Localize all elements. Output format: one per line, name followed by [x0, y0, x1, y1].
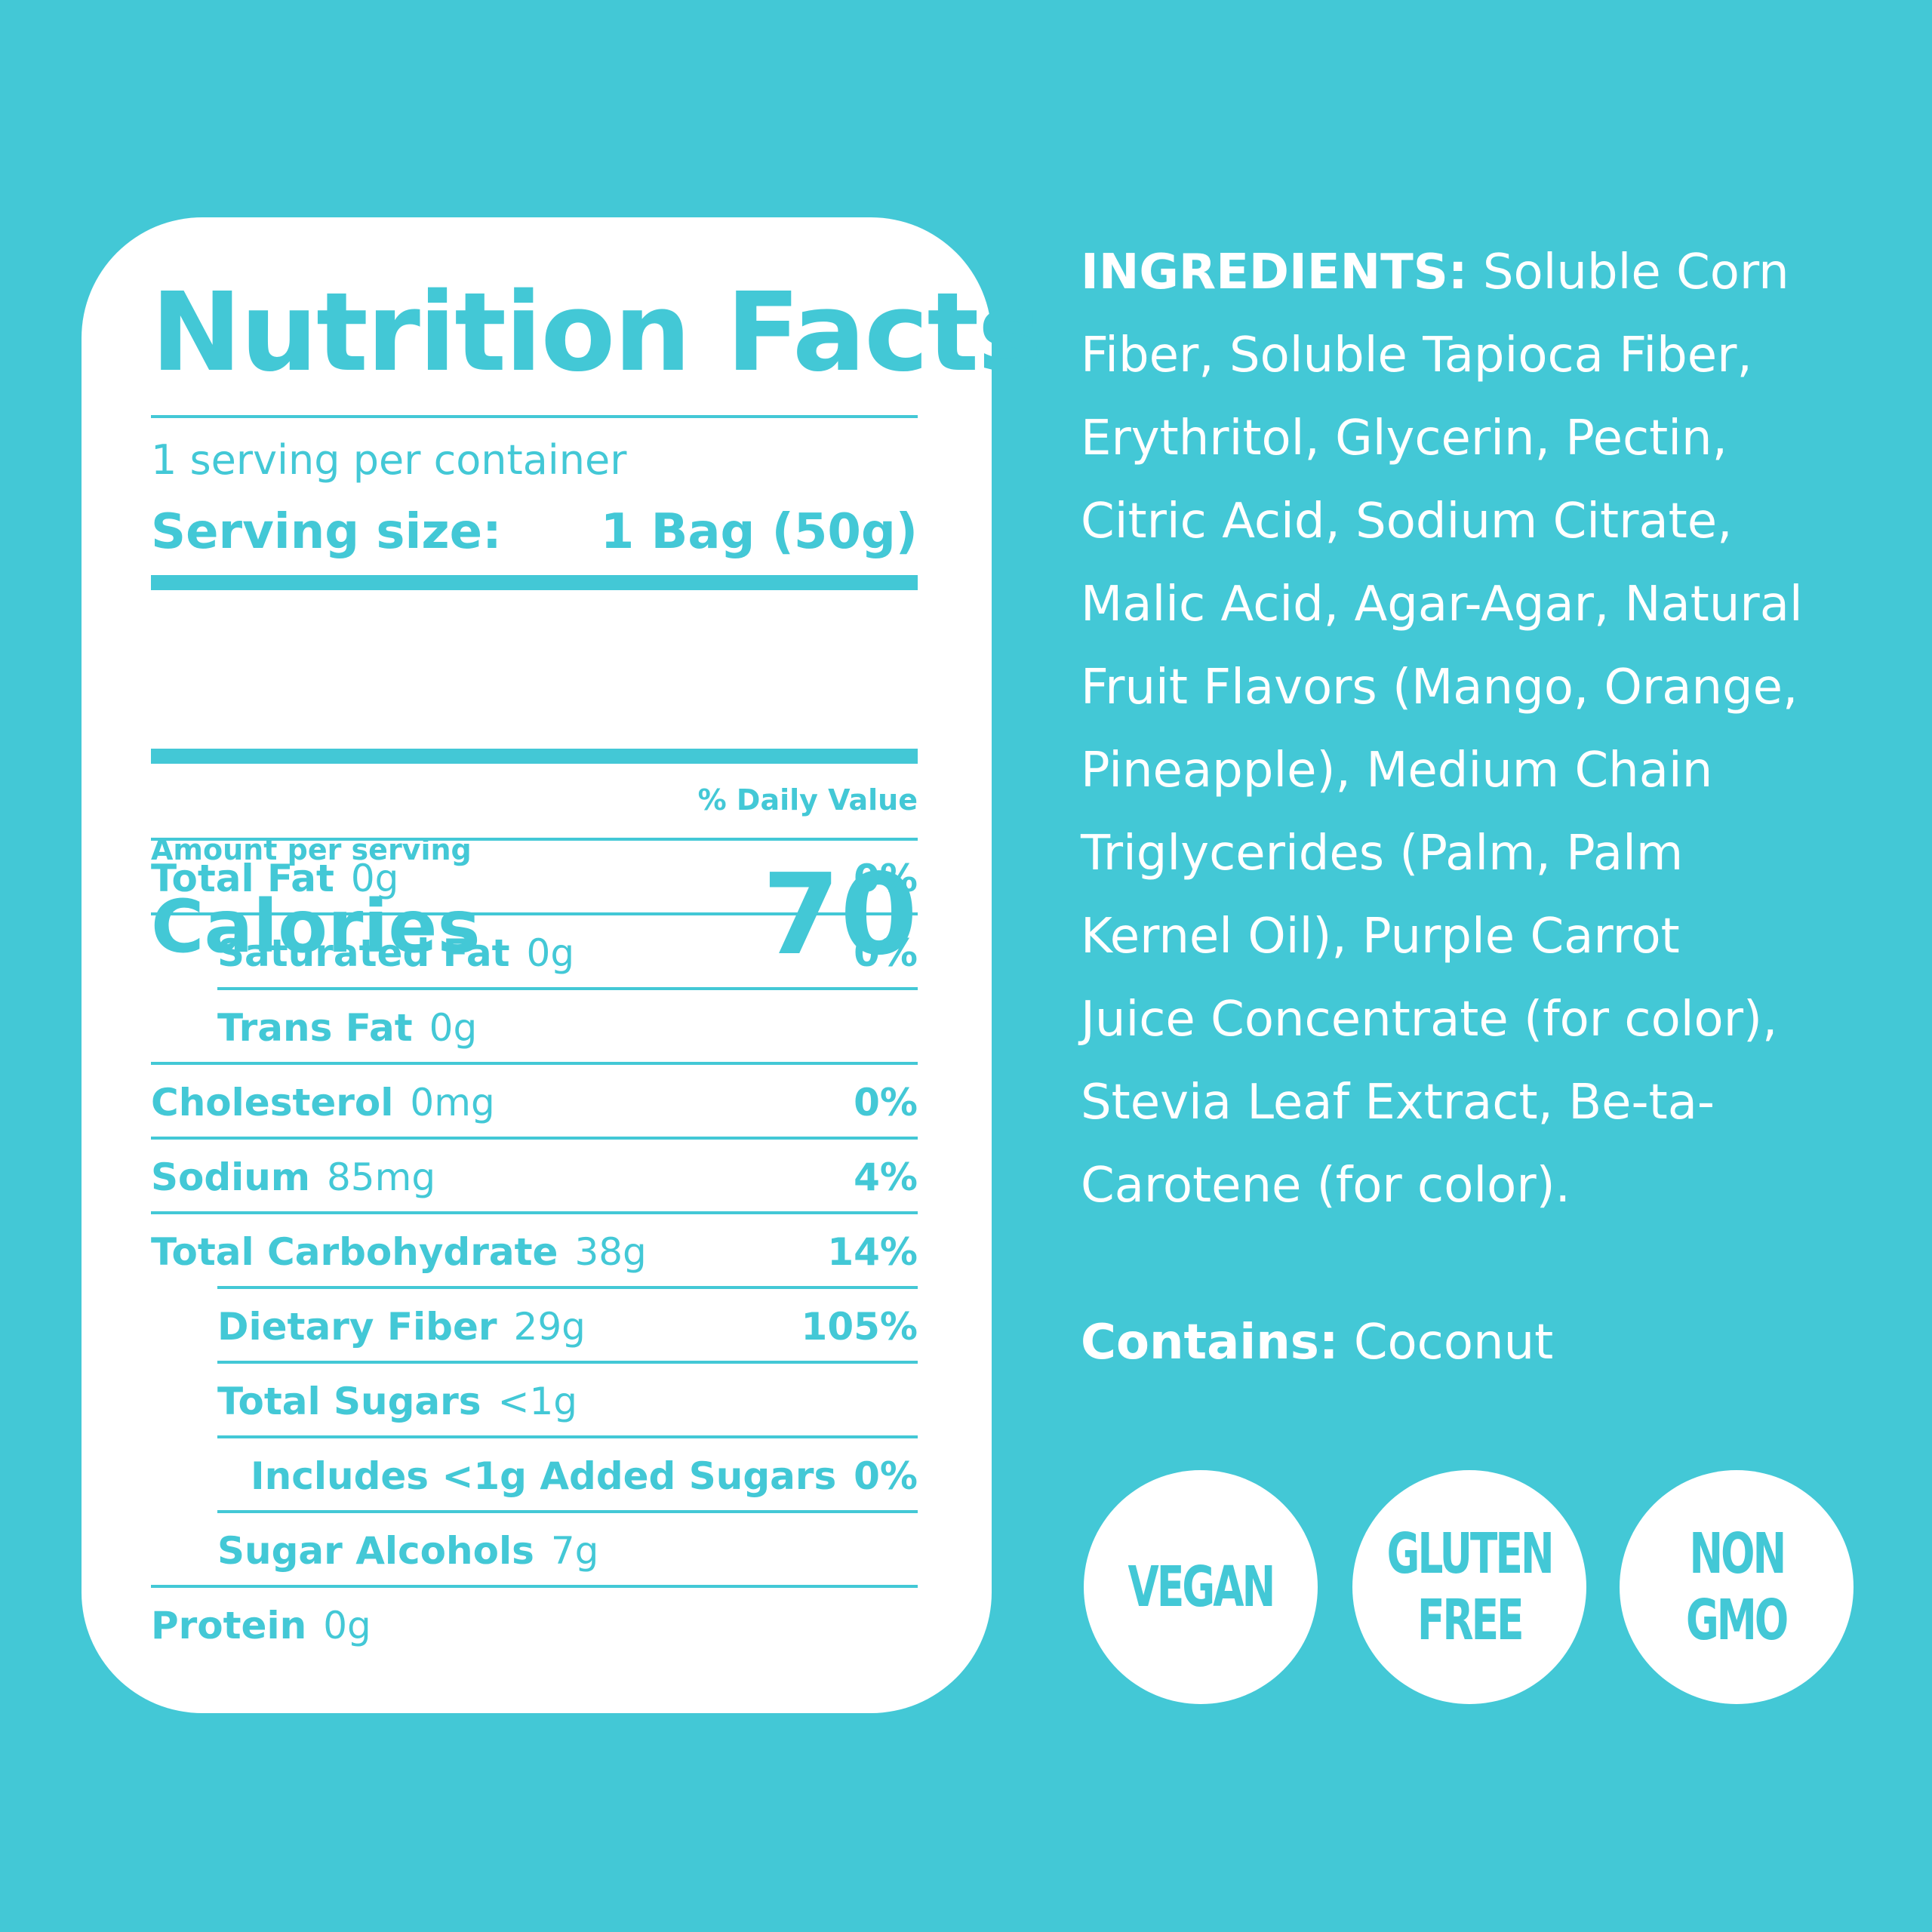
nutrient-daily-value: 0%	[854, 1454, 918, 1498]
ingredients-line: Malic Acid, Agar-Agar, Natural	[1081, 577, 1803, 632]
nutrient-row-added-sugars: Includes <1g Added Sugars 0%	[217, 1438, 918, 1513]
ingredients-text: Soluble Corn	[1482, 245, 1789, 300]
ingredients-block: INGREDIENTS: Soluble Corn Fiber, Soluble…	[1081, 231, 1911, 1227]
ingredients-line: Juice Concentrate (for color),	[1081, 992, 1778, 1048]
ingredients-line: Erythritol, Glycerin, Pectin,	[1081, 411, 1727, 466]
contains-line: Contains: Coconut	[1081, 1301, 1553, 1384]
nutrient-daily-value: 0%	[854, 931, 918, 975]
divider	[151, 1585, 918, 1588]
nutrient-label: Sodium	[151, 1155, 310, 1199]
divider	[151, 1137, 918, 1140]
nutrient-row-sodium: Sodium 85mg 4%	[151, 1140, 918, 1214]
nutrient-amount: <1g	[497, 1379, 578, 1423]
nutrient-row-trans-fat: Trans Fat 0g	[217, 990, 918, 1065]
ingredients-line: Fruit Flavors (Mango, Orange,	[1081, 660, 1798, 715]
serving-size-label: Serving size:	[151, 504, 502, 560]
divider	[151, 1211, 918, 1214]
nutrition-facts-title: Nutrition Facts	[151, 269, 1042, 395]
badge-text: VEGAN	[1128, 1555, 1276, 1620]
non-gmo-badge: NON GMO	[1620, 1470, 1854, 1704]
contains-value: Coconut	[1353, 1315, 1554, 1371]
nutrient-daily-value: 14%	[827, 1229, 918, 1274]
nutrient-amount: 0g	[526, 931, 575, 975]
vegan-badge: VEGAN	[1084, 1470, 1318, 1704]
nutrient-label: Total Fat	[151, 856, 334, 900]
ingredients-line: INGREDIENTS: Soluble Corn	[1081, 231, 1911, 314]
divider	[217, 1361, 918, 1364]
gluten-free-badge: GLUTEN FREE	[1352, 1470, 1586, 1704]
thick-divider	[151, 749, 918, 764]
nutrient-row-sugar-alcohols: Sugar Alcohols 7g	[217, 1513, 918, 1588]
servings-per-container: 1 serving per container	[151, 436, 627, 484]
nutrient-label: Trans Fat	[217, 1005, 413, 1050]
nutrient-amount: 0g	[350, 856, 399, 900]
badge-text: GLUTEN	[1386, 1521, 1554, 1586]
nutrition-facts-card: Nutrition Facts 1 serving per container …	[82, 217, 1042, 1713]
badge-text: GMO	[1686, 1588, 1789, 1653]
badge-text: FREE	[1417, 1588, 1524, 1653]
nutrient-daily-value: 105%	[801, 1304, 918, 1349]
nutrient-daily-value: 4%	[854, 1155, 918, 1199]
nutrient-amount: 29g	[513, 1304, 586, 1349]
nutrient-row-dietary-fiber: Dietary Fiber 29g 105%	[217, 1289, 918, 1364]
nutrient-row-cholesterol: Cholesterol 0mg 0%	[151, 1065, 918, 1140]
nutrient-label: Cholesterol	[151, 1080, 394, 1124]
nutrient-row-total-sugars: Total Sugars <1g	[217, 1364, 918, 1438]
nutrient-daily-value: 0%	[854, 856, 918, 900]
nutrient-label: Sugar Alcohols	[217, 1528, 534, 1573]
nutrient-label: Dietary Fiber	[217, 1304, 497, 1349]
divider	[151, 415, 918, 418]
nutrient-row-saturated-fat: Saturated Fat 0g 0%	[217, 915, 918, 990]
nutrient-row-total-fat: Total Fat 0g 0%	[151, 841, 918, 915]
divider	[217, 1510, 918, 1513]
ingredients-heading: INGREDIENTS:	[1081, 245, 1468, 300]
divider	[151, 912, 918, 915]
thick-divider	[151, 575, 918, 590]
nutrient-label: Total Carbohydrate	[151, 1229, 558, 1274]
nutrient-amount: 0mg	[410, 1080, 495, 1124]
ingredients-line: Fiber, Soluble Tapioca Fiber,	[1081, 328, 1752, 383]
contains-heading: Contains:	[1081, 1315, 1339, 1371]
divider	[151, 1062, 918, 1065]
nutrient-amount: 0g	[323, 1603, 371, 1647]
divider	[151, 838, 918, 841]
ingredients-line: Triglycerides (Palm, Palm	[1081, 826, 1684, 881]
ingredients-line: Kernel Oil), Purple Carrot	[1081, 909, 1680, 964]
calories-label: Calories	[151, 884, 481, 969]
divider	[217, 1286, 918, 1289]
ingredients-line: Pineapple), Medium Chain	[1081, 743, 1713, 798]
nutrient-amount: 0g	[429, 1005, 478, 1050]
nutrient-amount: 38g	[574, 1229, 647, 1274]
divider	[217, 987, 918, 990]
nutrient-row-protein: Protein 0g	[151, 1588, 918, 1663]
nutrient-amount: 85mg	[327, 1155, 436, 1199]
serving-size-row: Serving size: 1 Bag (50g)	[151, 504, 918, 560]
daily-value-header: % Daily Value	[697, 783, 918, 817]
nutrient-row-total-carbohydrate: Total Carbohydrate 38g 14%	[151, 1214, 918, 1289]
ingredients-line: Stevia Leaf Extract, Be-ta-	[1081, 1075, 1715, 1131]
nutrient-label: Includes <1g Added Sugars	[251, 1454, 837, 1498]
nutrient-amount: 7g	[550, 1528, 599, 1573]
ingredients-line: Citric Acid, Sodium Citrate,	[1081, 494, 1733, 549]
badge-text: NON	[1689, 1521, 1786, 1586]
serving-size-value: 1 Bag (50g)	[600, 504, 918, 560]
nutrient-label: Total Sugars	[217, 1379, 481, 1423]
nutrient-label: Saturated Fat	[217, 931, 510, 975]
nutrient-label: Protein	[151, 1603, 307, 1647]
nutrient-daily-value: 0%	[854, 1080, 918, 1124]
ingredients-line: Carotene (for color).	[1081, 1158, 1571, 1214]
divider	[217, 1435, 918, 1438]
